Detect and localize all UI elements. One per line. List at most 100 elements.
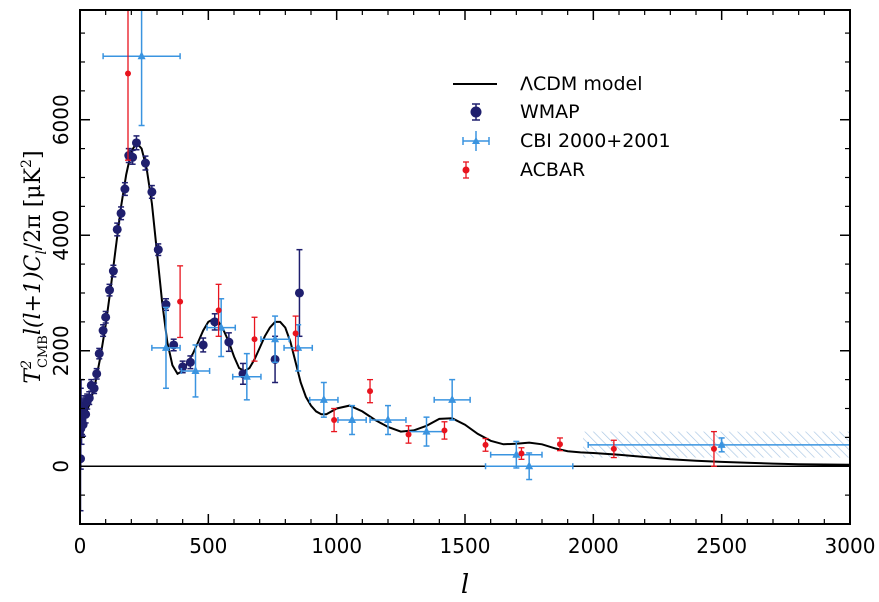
acbar-point xyxy=(331,407,338,433)
x-tick-label: 2000 xyxy=(568,534,619,558)
wmap-marker xyxy=(140,158,150,168)
legend-model-label: ΛCDM model xyxy=(520,73,643,95)
y-tick-label: 6000 xyxy=(49,94,73,145)
wmap-marker xyxy=(131,138,141,148)
wmap-point xyxy=(153,243,163,257)
x-tick-label: 500 xyxy=(189,534,227,558)
acbar-marker xyxy=(518,450,525,457)
x-tick-label: 0 xyxy=(74,534,87,558)
cbi-2000-2001-marker xyxy=(242,371,251,380)
cbi-2000-2001-point xyxy=(587,437,850,453)
acbar-point xyxy=(177,265,184,339)
wmap-marker xyxy=(120,184,130,194)
cbi-2000-2001-point xyxy=(151,306,181,390)
cbi-2000-2001-marker xyxy=(422,426,431,435)
wmap-marker xyxy=(224,337,234,347)
acbar-marker xyxy=(482,441,489,448)
cbi-2000-2001-marker xyxy=(319,394,328,403)
cbi-2000-2001-point xyxy=(231,352,262,401)
wmap-point xyxy=(294,248,304,338)
acbar-point xyxy=(441,421,448,440)
cbi-2000-2001-marker xyxy=(525,461,534,470)
x-tick-label: 3000 xyxy=(825,534,876,558)
acbar-point xyxy=(710,430,717,467)
x-tick-label: 1500 xyxy=(440,534,491,558)
acbar-marker xyxy=(556,441,563,448)
acbar-point xyxy=(518,447,525,460)
cbi-2000-2001-marker xyxy=(717,439,726,448)
acbar-marker xyxy=(331,417,338,424)
model-layer xyxy=(80,141,850,466)
wmap-marker xyxy=(185,357,195,367)
cbi-2000-2001-point xyxy=(206,298,237,358)
acbar-marker xyxy=(441,427,448,434)
wmap-point xyxy=(131,135,141,151)
legend-acbar-label: ACBAR xyxy=(520,159,585,181)
model-curve xyxy=(80,141,850,466)
wmap-marker xyxy=(178,362,188,372)
cbi-2000-2001-marker xyxy=(137,51,146,60)
cbi-2000-2001-point xyxy=(433,378,471,421)
acbar-point xyxy=(556,437,563,452)
cbi-2000-2001-point xyxy=(337,404,367,436)
acbar-marker xyxy=(292,330,299,337)
wmap-point xyxy=(94,347,104,360)
y-tick-label: 0 xyxy=(49,460,73,473)
wmap-point xyxy=(105,283,115,297)
wmap-marker xyxy=(92,369,102,379)
cbi-2000-2001-point xyxy=(407,416,446,447)
series-wmap xyxy=(80,135,304,512)
cbi-2000-2001-point xyxy=(283,324,314,372)
wmap-point xyxy=(198,337,208,353)
wmap-marker xyxy=(105,285,115,295)
series-cbi-2000-2001 xyxy=(102,10,850,481)
y-tick-label: 2000 xyxy=(49,325,73,376)
cbi-2000-2001-point xyxy=(260,315,290,364)
legend: ΛCDM model WMAP CBI 2000+2001 ACBAR xyxy=(453,73,671,181)
wmap-point xyxy=(120,181,130,197)
wmap-point xyxy=(112,222,122,237)
cbi-2000-2001-marker xyxy=(512,449,521,458)
cbi-2000-2001-marker xyxy=(191,365,200,374)
wmap-point xyxy=(224,332,234,353)
acbar-point xyxy=(405,425,412,444)
wmap-point xyxy=(81,404,91,424)
y-tick-label: 4000 xyxy=(49,210,73,261)
cbi-2000-2001-point xyxy=(489,440,543,469)
wmap-point xyxy=(98,324,108,338)
legend-wmap-marker xyxy=(470,103,482,121)
acbar-point xyxy=(215,283,222,337)
wmap-point xyxy=(147,184,157,200)
acbar-point xyxy=(292,315,299,352)
acbar-marker xyxy=(367,388,374,395)
axis-ticks: 0 500 1000 1500 2000 2500 3000 0 2000 4000 6000 xyxy=(49,10,875,558)
wmap-point xyxy=(108,264,118,278)
acbar-point xyxy=(482,437,489,452)
wmap-marker xyxy=(198,340,208,350)
wmap-marker xyxy=(101,312,111,322)
acbar-marker xyxy=(177,298,184,305)
wmap-marker xyxy=(116,208,126,218)
wmap-marker xyxy=(112,224,122,234)
acbar-marker xyxy=(215,307,222,314)
cbi-2000-2001-point xyxy=(102,10,181,127)
cbi-2000-2001-marker xyxy=(348,415,357,424)
y-axis-label: T2CMBl(l+1)Cl/2π [μK2] xyxy=(19,150,51,383)
acbar-marker xyxy=(405,431,412,438)
legend-cbi-label: CBI 2000+2001 xyxy=(520,130,671,152)
acbar-point xyxy=(124,10,131,161)
acbar-point xyxy=(367,378,374,404)
cbi-2000-2001-point xyxy=(484,452,574,481)
wmap-marker xyxy=(98,326,108,336)
acbar-marker xyxy=(610,445,617,452)
wmap-marker xyxy=(81,409,91,419)
cbi-2000-2001-point xyxy=(308,381,339,418)
wmap-marker xyxy=(94,349,104,359)
acbar-point xyxy=(251,316,258,362)
wmap-marker xyxy=(84,393,94,403)
acbar-point xyxy=(610,439,617,459)
acbar-marker xyxy=(710,445,717,452)
cbi-2000-2001-point xyxy=(369,404,407,436)
wmap-point xyxy=(101,310,111,324)
